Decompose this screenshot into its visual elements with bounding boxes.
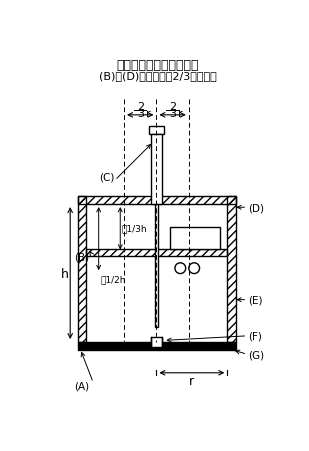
Text: (D): (D) (248, 203, 264, 213)
Text: 2: 2 (169, 101, 176, 111)
Text: (F): (F) (248, 331, 262, 341)
Bar (227, 196, 236, 342)
Bar (87, 249, 227, 256)
Text: (A): (A) (74, 381, 89, 391)
Bar (149, 127, 164, 135)
Text: r: r (189, 374, 194, 387)
Bar (155, 205, 158, 327)
Text: (B): (B) (74, 252, 89, 262)
Text: (E): (E) (248, 295, 263, 305)
Bar (151, 337, 162, 348)
Circle shape (189, 263, 200, 274)
Text: 塩素ガス発生量測定装置: 塩素ガス発生量測定装置 (117, 58, 199, 71)
Bar (170, 228, 220, 249)
Text: r: r (146, 109, 150, 119)
Text: (C): (C) (99, 172, 115, 182)
Text: (G): (G) (248, 350, 264, 359)
Text: h: h (61, 267, 69, 280)
Text: (B)、(D)は中心より2/3の範囲内: (B)、(D)は中心より2/3の範囲内 (99, 71, 217, 81)
Bar (78, 196, 87, 342)
Bar (78, 196, 236, 205)
Text: 2: 2 (137, 101, 144, 111)
Bar (78, 342, 236, 351)
Circle shape (175, 263, 186, 274)
Text: 約1/2h: 約1/2h (100, 275, 126, 284)
Bar (151, 135, 162, 205)
Text: r: r (178, 109, 183, 119)
Text: 約1/3h: 約1/3h (122, 224, 147, 233)
Text: 3: 3 (137, 109, 144, 119)
Text: 3: 3 (169, 109, 176, 119)
